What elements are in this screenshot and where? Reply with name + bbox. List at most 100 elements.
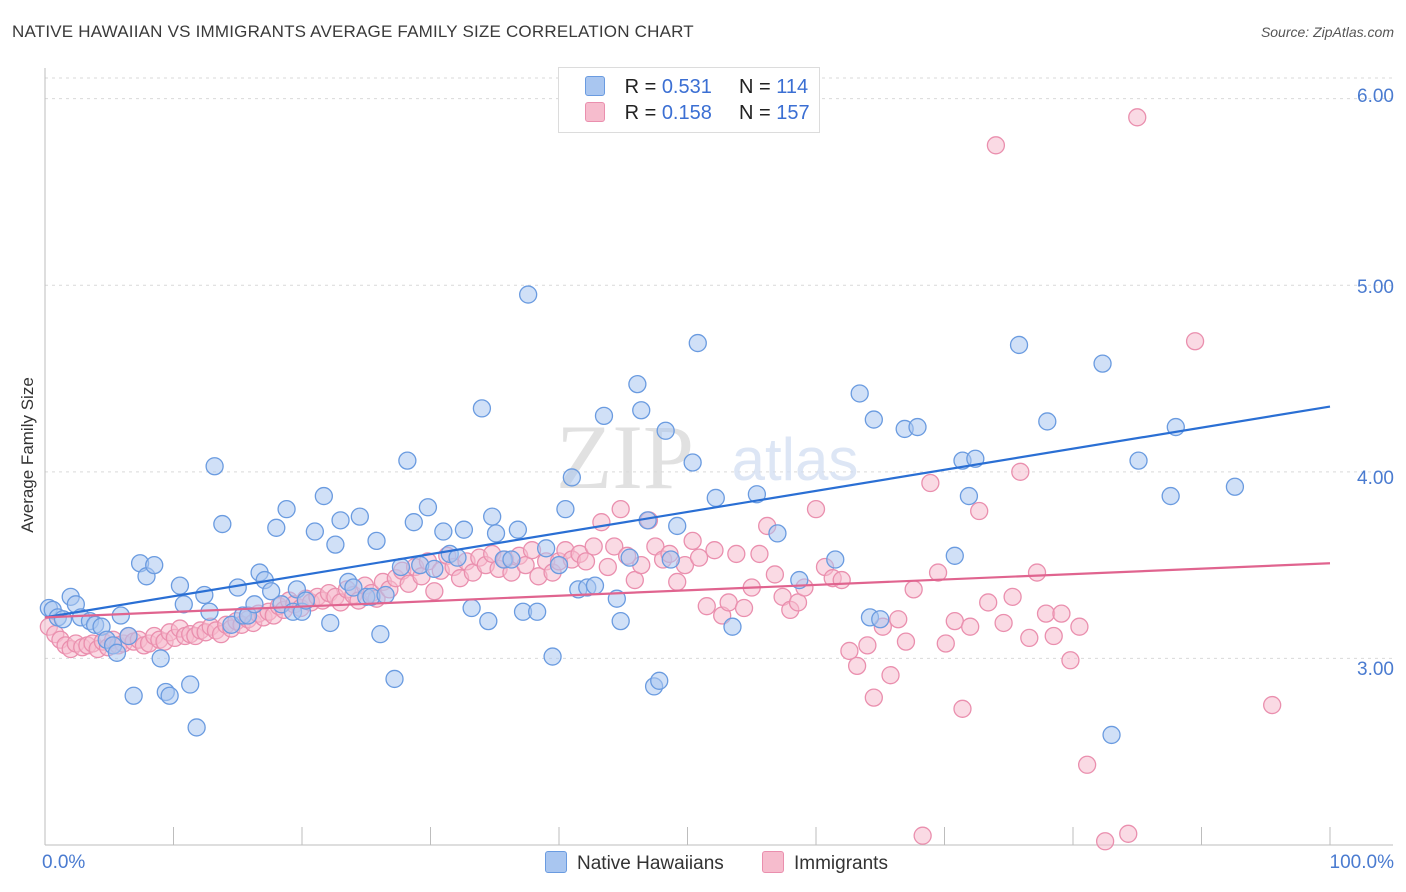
immigrant-point bbox=[1095, 832, 1115, 851]
bottom-legend-native-hawaiians: Native Hawaiians bbox=[545, 851, 724, 875]
immigrant-point bbox=[1070, 617, 1089, 636]
native-hawaiian-point bbox=[454, 520, 474, 539]
native-hawaiian-point bbox=[344, 578, 363, 597]
immigrant-point bbox=[913, 826, 932, 845]
native-hawaiian-point bbox=[385, 669, 404, 689]
immigrant-point bbox=[584, 537, 603, 556]
native-hawaiian-point bbox=[483, 507, 502, 526]
native-hawaiian-point bbox=[537, 539, 556, 558]
bottom-legend-immigrants: Immigrants bbox=[762, 851, 888, 875]
immigrant-point bbox=[668, 572, 687, 592]
immigrant-point bbox=[1061, 651, 1080, 670]
immigrant-point bbox=[904, 580, 923, 599]
y-axis-label: Average Family Size bbox=[18, 377, 37, 533]
native-hawaiians-points bbox=[39, 285, 1245, 745]
n-value: 114 bbox=[776, 76, 809, 98]
source-label: Source: ZipAtlas.com bbox=[1260, 24, 1394, 40]
native-hawaiian-point bbox=[611, 611, 630, 631]
native-hawaiian-point bbox=[262, 582, 281, 601]
native-hawaiian-point bbox=[187, 718, 206, 737]
native-hawaiian-point bbox=[331, 511, 350, 530]
gridlines bbox=[45, 77, 1393, 659]
immigrant-point bbox=[576, 552, 596, 571]
immigrant-point bbox=[806, 499, 826, 519]
native-hawaiian-point bbox=[706, 488, 725, 508]
immigrant-point bbox=[697, 597, 716, 616]
n-label: N = bbox=[739, 102, 771, 124]
native-hawaiian-point bbox=[502, 550, 521, 569]
blue-swatch-icon bbox=[585, 76, 605, 96]
immigrant-point bbox=[936, 634, 955, 653]
immigrant-point bbox=[1052, 604, 1071, 623]
y-tick-label: 5.00 bbox=[1357, 277, 1394, 298]
immigrant-point bbox=[598, 557, 617, 577]
blue-swatch-icon bbox=[545, 851, 567, 873]
pink-swatch-icon bbox=[762, 851, 784, 873]
native-hawaiian-point bbox=[479, 611, 498, 631]
immigrant-point bbox=[928, 563, 948, 582]
native-hawaiian-point bbox=[1038, 412, 1057, 431]
immigrant-point bbox=[1119, 824, 1138, 843]
native-hawaiian-point bbox=[277, 499, 296, 519]
immigrant-point bbox=[683, 531, 702, 551]
native-hawaiian-point bbox=[195, 585, 214, 605]
native-hawaiian-point bbox=[151, 649, 170, 668]
native-hawaiian-point bbox=[296, 591, 316, 610]
native-hawaiian-point bbox=[305, 522, 325, 541]
native-hawaiian-point bbox=[326, 535, 345, 554]
native-hawaiian-point bbox=[145, 555, 164, 575]
native-hawaiian-point bbox=[404, 513, 423, 532]
native-hawaiian-point bbox=[1093, 354, 1112, 373]
r-label: R = bbox=[624, 102, 657, 124]
native-hawaiian-point bbox=[350, 507, 369, 526]
x-tick-label-min: 0.0% bbox=[42, 852, 86, 873]
native-hawaiian-point bbox=[543, 647, 562, 666]
immigrant-point bbox=[953, 699, 972, 718]
n-value: 157 bbox=[776, 102, 810, 124]
r-value: 0.531 bbox=[661, 76, 712, 98]
immigrant-point bbox=[727, 544, 746, 564]
immigrant-point bbox=[847, 656, 867, 676]
native-hawaiian-point bbox=[462, 598, 481, 618]
immigrant-point bbox=[689, 548, 709, 567]
immigrant-point bbox=[1044, 626, 1063, 646]
legend-row-immigrants: R = 0.158 N = 157 bbox=[585, 102, 810, 126]
immigrant-point bbox=[605, 537, 624, 556]
immigrant-point bbox=[425, 582, 444, 601]
native-hawaiian-point bbox=[124, 686, 143, 705]
native-hawaiian-point bbox=[245, 595, 264, 614]
native-hawaiian-point bbox=[519, 285, 538, 304]
y-tick-label: 4.00 bbox=[1357, 468, 1394, 489]
native-hawaiian-point bbox=[213, 514, 232, 534]
immigrant-point bbox=[858, 636, 877, 655]
watermark-atlas: atlas bbox=[732, 426, 859, 493]
immigrant-point bbox=[896, 632, 916, 651]
native-hawaiian-point bbox=[768, 524, 787, 543]
native-hawaiian-point bbox=[371, 625, 390, 644]
native-hawaiian-point bbox=[556, 499, 575, 519]
native-hawaiian-point bbox=[562, 468, 581, 487]
n-label: N = bbox=[739, 76, 771, 98]
native-hawaiian-point bbox=[959, 486, 979, 506]
native-hawaiian-point bbox=[205, 457, 224, 476]
native-hawaiian-point bbox=[367, 531, 386, 551]
correlation-legend: R = 0.531 N = 114 R = 0.158 N = 157 bbox=[558, 67, 820, 133]
immigrant-point bbox=[994, 613, 1013, 633]
native-hawaiian-point bbox=[723, 617, 742, 636]
immigrant-point bbox=[945, 611, 964, 631]
native-hawaiian-point bbox=[170, 576, 190, 595]
immigrant-point bbox=[1036, 604, 1056, 623]
immigrant-point bbox=[961, 617, 980, 636]
immigrant-point bbox=[1011, 462, 1030, 481]
immigrant-point bbox=[979, 593, 998, 612]
y-tick-label: 6.00 bbox=[1357, 86, 1394, 107]
native-hawaiian-point bbox=[620, 548, 639, 567]
axes bbox=[44, 68, 1393, 846]
native-hawaiian-point bbox=[945, 546, 964, 565]
immigrant-point bbox=[1263, 695, 1282, 715]
trend-lines bbox=[44, 405, 1331, 619]
native-hawaiian-point bbox=[747, 485, 767, 504]
native-hawaiian-point bbox=[632, 401, 651, 420]
native-hawaiian-point bbox=[434, 522, 453, 541]
